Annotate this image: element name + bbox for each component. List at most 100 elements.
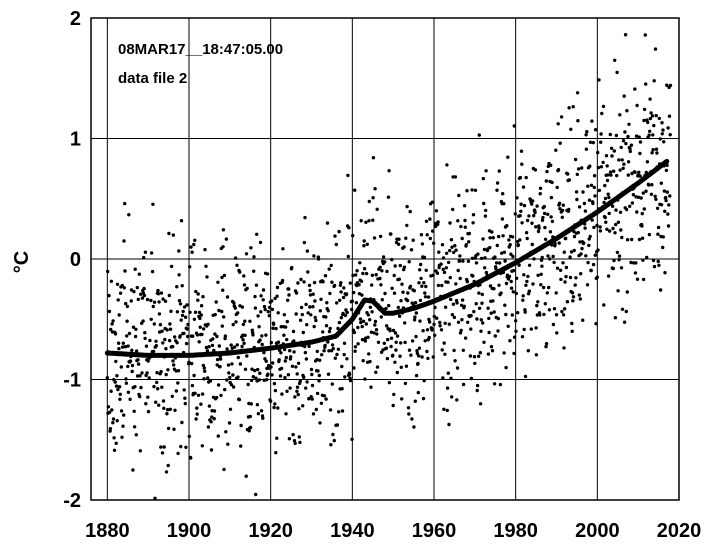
data-point	[200, 444, 204, 448]
data-point	[634, 134, 639, 138]
data-point	[359, 279, 364, 283]
data-point	[222, 467, 226, 472]
data-point	[464, 243, 468, 247]
data-point	[286, 298, 290, 302]
data-point	[546, 254, 550, 258]
data-point	[559, 115, 564, 119]
data-point	[526, 349, 530, 353]
data-point	[116, 341, 121, 345]
data-point	[609, 173, 613, 177]
data-point	[480, 292, 484, 297]
data-point	[169, 309, 173, 313]
y-tick-label: 2	[70, 8, 81, 30]
data-point	[199, 313, 203, 317]
data-point	[533, 210, 537, 215]
data-point	[266, 372, 270, 376]
data-point	[482, 201, 486, 206]
data-point	[232, 301, 236, 305]
data-point	[428, 217, 432, 221]
data-point	[392, 291, 397, 295]
data-point	[481, 176, 485, 181]
data-point	[213, 332, 217, 336]
data-point	[552, 307, 557, 311]
data-point	[266, 310, 270, 314]
data-point	[651, 148, 655, 152]
data-point	[437, 250, 441, 254]
data-point	[639, 196, 643, 200]
data-point	[253, 306, 258, 310]
data-point	[590, 218, 594, 222]
data-point	[628, 146, 632, 151]
data-point	[351, 233, 355, 238]
data-point	[115, 282, 120, 286]
data-point	[527, 289, 531, 293]
data-point	[252, 255, 256, 259]
data-point	[324, 315, 328, 319]
data-point	[371, 156, 376, 160]
data-point	[538, 313, 542, 317]
data-point	[599, 140, 603, 144]
data-point	[353, 188, 357, 192]
data-point	[270, 307, 275, 312]
data-point	[500, 217, 505, 221]
data-point	[301, 404, 305, 408]
data-point	[245, 354, 249, 358]
data-point	[170, 394, 174, 398]
data-point	[238, 270, 242, 274]
data-point	[172, 363, 176, 367]
data-point	[216, 280, 220, 284]
data-point	[361, 271, 365, 276]
data-point	[150, 269, 155, 274]
data-point	[469, 376, 474, 381]
data-point	[621, 139, 626, 143]
data-point	[423, 339, 427, 343]
data-point	[183, 401, 187, 406]
data-point	[522, 273, 526, 277]
data-point	[239, 423, 243, 428]
data-point	[206, 376, 210, 380]
data-point	[128, 397, 132, 401]
data-point	[549, 195, 554, 200]
data-point	[310, 397, 314, 401]
data-point	[206, 322, 210, 326]
data-point	[133, 267, 137, 271]
data-point	[537, 226, 541, 230]
data-point	[220, 275, 224, 280]
data-point	[506, 277, 511, 281]
data-point	[572, 248, 576, 253]
data-point	[203, 247, 207, 252]
data-point	[108, 427, 113, 431]
data-point	[619, 145, 623, 150]
data-point	[595, 275, 599, 279]
data-point	[223, 387, 227, 392]
data-point	[443, 352, 447, 356]
data-point	[149, 251, 154, 255]
data-point	[253, 368, 257, 373]
data-point	[131, 325, 136, 329]
data-point	[267, 305, 272, 310]
data-point	[578, 240, 582, 244]
data-point	[380, 298, 384, 302]
data-point	[416, 390, 420, 395]
data-point	[525, 218, 530, 223]
data-point	[542, 204, 546, 209]
data-point	[560, 215, 564, 219]
data-point	[656, 225, 661, 230]
data-point	[106, 269, 110, 274]
data-point	[292, 339, 296, 343]
data-point	[483, 266, 487, 270]
data-point	[514, 329, 518, 333]
data-point	[445, 386, 450, 390]
data-point	[302, 280, 306, 284]
data-point	[226, 363, 231, 367]
data-point	[607, 211, 611, 216]
data-point	[202, 366, 206, 370]
data-point	[506, 155, 510, 159]
data-point	[543, 302, 547, 306]
data-point	[505, 224, 509, 228]
data-point	[308, 305, 312, 309]
data-point	[628, 149, 632, 154]
data-point	[512, 124, 516, 128]
data-point	[424, 219, 429, 223]
data-point	[307, 283, 312, 288]
